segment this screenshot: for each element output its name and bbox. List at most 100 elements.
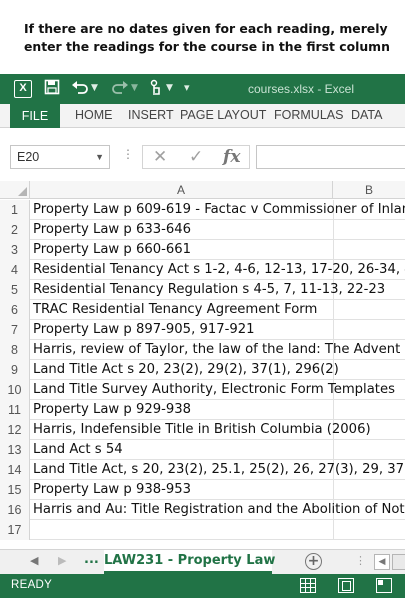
row-header[interactable]: 13 [0,440,30,460]
row-header[interactable]: 11 [0,400,30,420]
cell-a[interactable]: Harris, review of Taylor, the law of the… [33,342,405,357]
table-row: 4 Residential Tenancy Act s 1-2, 4-6, 12-… [0,260,405,280]
sheet-tab-active[interactable]: LAW231 - Property Law [104,550,275,574]
tab-file[interactable]: FILE [10,104,60,128]
instruction-text: If there are no dates given for each rea… [24,21,390,54]
cell-a[interactable]: TRAC Residential Tenancy Agreement Form [33,302,318,317]
cell-a[interactable] [30,520,405,540]
touch-dropdown-icon[interactable]: ▼ [166,83,173,93]
row-header[interactable]: 17 [0,520,30,540]
cell-a[interactable]: Property Law p 633-646 [33,222,192,237]
cell-a[interactable]: Property Law p 660-661 [33,242,192,257]
column-divider [333,260,334,280]
row-header[interactable]: 10 [0,380,30,400]
formula-input[interactable] [256,145,405,169]
enter-icon[interactable]: ✓ [189,147,204,167]
cell-a[interactable]: Land Act s 54 [33,442,123,457]
customize-icon[interactable]: ▾ [184,81,190,94]
quick-access-toolbar: X ▼ ▼ ▼ ▾ courses.xlsx - Excel [0,74,405,104]
touch-mode-icon[interactable] [146,79,166,99]
cell-a[interactable]: Property Law p 929-938 [33,402,192,417]
column-divider [333,360,334,380]
status-text: READY [11,579,53,591]
row-header[interactable]: 14 [0,460,30,480]
sheet-tab-bar: ◀ ▶ ... LAW231 - Property Law + ⋮ ◀ [0,549,405,574]
save-icon[interactable] [42,79,62,99]
row-header[interactable]: 12 [0,420,30,440]
table-row: 8 Harris, review of Taylor, the law of th… [0,340,405,360]
table-row: 1 Property Law p 609-619 - Factac v Commi… [0,200,405,220]
next-sheet-icon[interactable]: ▶ [58,554,67,567]
cell-a[interactable]: Property Law p 938-953 [33,482,192,497]
column-divider [333,340,334,360]
table-row: 2 Property Law p 633-646 [0,220,405,240]
column-header-a[interactable]: A [30,181,333,199]
cell-a[interactable]: Property Law p 897-905, 917-921 [33,322,255,337]
cell-a[interactable]: Harris and Au: Title Registration and th… [33,502,405,517]
cell-a[interactable]: Land Title Act, s 20, 23(2), 25.1, 25(2)… [33,462,405,477]
table-row: 3 Property Law p 660-661 [0,240,405,260]
horizontal-scrollbar[interactable] [392,554,405,570]
prev-sheet-icon[interactable]: ◀ [30,554,39,567]
column-divider [333,200,334,220]
add-sheet-icon[interactable]: + [305,553,322,570]
row-header[interactable]: 2 [0,220,30,240]
column-divider [333,300,334,320]
table-row: 9 Land Title Act s 20, 23(2), 29(2), 37(1… [0,360,405,380]
row-header[interactable]: 4 [0,260,30,280]
scroll-left-icon[interactable]: ◀ [374,554,390,570]
name-box[interactable]: E20 ▼ [10,145,110,169]
tab-home[interactable]: HOME [75,108,113,122]
column-divider [333,520,334,540]
undo-icon[interactable] [70,79,90,99]
redo-icon[interactable] [110,79,130,99]
row-header[interactable]: 6 [0,300,30,320]
name-box-value: E20 [17,150,40,164]
table-row: 5 Residential Tenancy Regulation s 4-5, 7… [0,280,405,300]
insert-function-icon[interactable]: fx [223,147,241,167]
row-header[interactable]: 15 [0,480,30,500]
column-divider [333,380,334,400]
redo-dropdown-icon[interactable]: ▼ [131,83,138,93]
tab-splitter-icon[interactable]: ⋮ [355,554,366,567]
table-row: 15 Property Law p 938-953 [0,480,405,500]
row-header[interactable]: 5 [0,280,30,300]
more-sheets-button[interactable]: ... [84,552,99,567]
column-divider [333,220,334,240]
column-divider [333,500,334,520]
column-divider [333,480,334,500]
row-header[interactable]: 7 [0,320,30,340]
row-header[interactable]: 16 [0,500,30,520]
table-row: 14 Land Title Act, s 20, 23(2), 25.1, 25(… [0,460,405,480]
table-row: 6 TRAC Residential Tenancy Agreement Form [0,300,405,320]
column-header-b[interactable]: B [333,181,405,199]
cell-a[interactable]: Residential Tenancy Regulation s 4-5, 7,… [33,282,386,297]
row-header[interactable]: 1 [0,200,30,220]
spreadsheet-grid: A B 1 Property Law p 609-619 - Factac v C… [0,181,405,549]
chevron-down-icon[interactable]: ▼ [95,152,104,162]
row-header[interactable]: 3 [0,240,30,260]
table-row: 16 Harris and Au: Title Registration and … [0,500,405,520]
tab-insert[interactable]: INSERT [128,108,174,122]
row-header[interactable]: 8 [0,340,30,360]
page-break-preview-icon[interactable] [376,578,392,593]
tab-page-layout[interactable]: PAGE LAYOUT [180,108,267,122]
table-row: 11 Property Law p 929-938 [0,400,405,420]
table-row: 17 [0,520,405,540]
row-header[interactable]: 9 [0,360,30,380]
cell-a[interactable]: Land Title Survey Authority, Electronic … [33,382,395,397]
page-layout-view-icon[interactable] [338,578,354,593]
rows-container: 1 Property Law p 609-619 - Factac v Commi… [0,200,405,540]
tab-data[interactable]: DATA [351,108,383,122]
formula-bar-grip-icon[interactable]: ⋮ [122,147,134,161]
cell-a[interactable]: Residential Tenancy Act s 1-2, 4-6, 12-1… [33,262,405,277]
select-all-corner[interactable] [0,181,30,199]
select-all-icon [18,187,27,196]
cell-a[interactable]: Property Law p 609-619 - Factac v Commis… [33,202,405,217]
cell-a[interactable]: Land Title Act s 20, 23(2), 29(2), 37(1)… [33,362,339,377]
cancel-icon[interactable]: ✕ [153,147,168,167]
cell-a[interactable]: Harris, Indefensible Title in British Co… [33,422,371,437]
tab-formulas[interactable]: FORMULAS [274,108,344,122]
undo-dropdown-icon[interactable]: ▼ [91,83,98,93]
normal-view-icon[interactable] [300,578,316,593]
